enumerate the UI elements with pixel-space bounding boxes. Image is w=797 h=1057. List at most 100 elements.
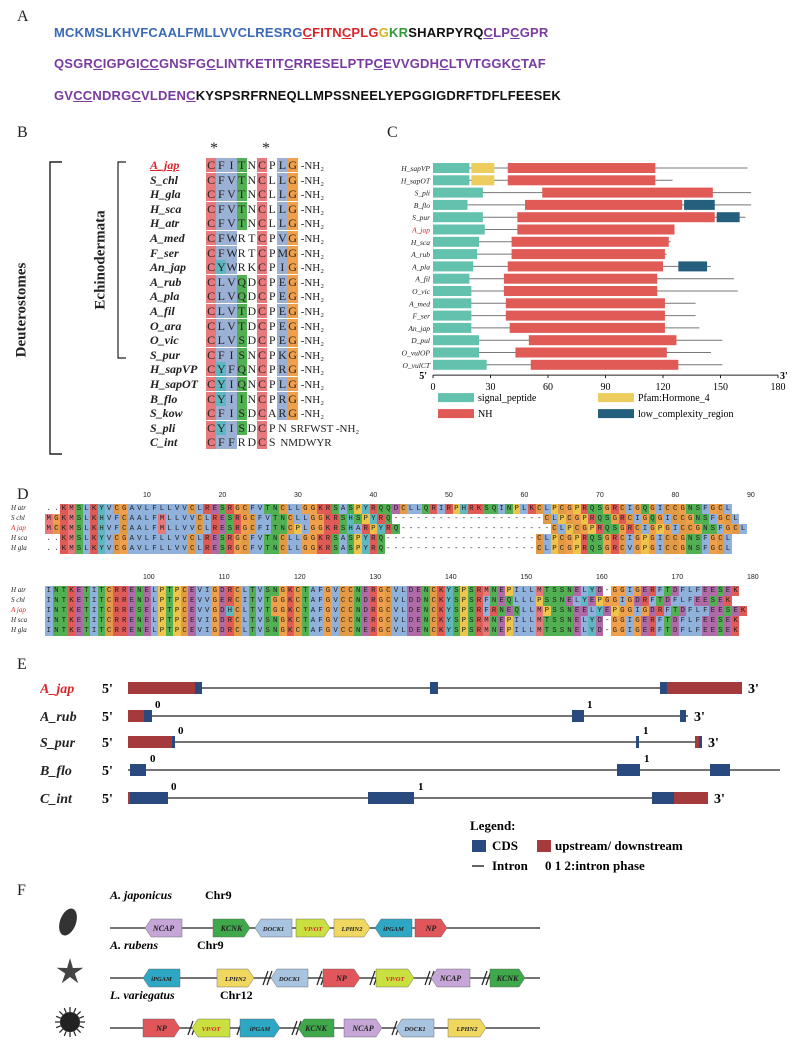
gene-arrow-dock1 xyxy=(270,968,309,988)
msa-tick-label: 60 xyxy=(520,492,529,499)
alignment-row: S_kow C F I S D C A R G -NH₂ xyxy=(150,404,324,421)
sea-cucumber-icon xyxy=(59,908,77,936)
intron-phase-label: 1 xyxy=(644,753,650,765)
gene-label: LPHN2 xyxy=(341,926,364,933)
row-label: A_fil xyxy=(414,275,430,284)
residue: I xyxy=(226,406,237,421)
residue: C xyxy=(206,362,217,377)
residue: C xyxy=(206,435,217,450)
tail-label: -NH₂ xyxy=(300,218,325,231)
domain-bar-signalpeptide xyxy=(433,212,483,223)
residue: T xyxy=(236,172,247,187)
domain-bar-signalpeptide xyxy=(433,249,478,260)
residue: D xyxy=(246,304,257,318)
msa-species-label: A jap xyxy=(11,524,26,532)
residue: F xyxy=(216,201,227,216)
msa-panel: 10 20 30 40 50 60 70 80 90 H atr .. K M S L K Y V C G A V L F L L… xyxy=(11,492,785,652)
alignment-row: A_med C F WR T C P V G -NH₂ xyxy=(150,229,324,245)
residue: L xyxy=(277,172,288,187)
gene-label: VP/OT xyxy=(386,976,406,983)
domain-bar-nh xyxy=(503,273,658,284)
residue: L xyxy=(216,274,227,289)
msa-tick-label: 90 xyxy=(746,492,755,499)
cds-exon xyxy=(660,682,667,694)
gene-label: KCNK xyxy=(304,1024,327,1033)
tail-label: -NH₂ xyxy=(300,364,325,377)
spine xyxy=(58,1028,64,1034)
residue: L xyxy=(277,158,288,172)
residue: C xyxy=(206,216,217,231)
domain-bar-nh xyxy=(505,298,665,309)
intron-phase-label: 1 xyxy=(418,781,424,793)
sequence-segment: RRESELPTP xyxy=(293,56,374,71)
residue: I xyxy=(236,391,247,406)
alignment-row: F_ser C F WR T C P MG -NH₂ xyxy=(150,244,324,260)
gene-label: DOCK1 xyxy=(278,976,300,983)
legend-label: signal_peptide xyxy=(478,393,537,404)
residue: C xyxy=(256,216,268,231)
break-mark xyxy=(481,970,488,986)
species-label: H_atr xyxy=(150,216,180,231)
residue: R xyxy=(277,391,288,406)
species-label: An_jap xyxy=(150,260,187,275)
break-mark xyxy=(266,970,273,986)
residue: G xyxy=(287,304,298,318)
gene-arrow-ipgam xyxy=(142,968,181,988)
domain-bar-nh xyxy=(517,212,715,223)
species-label: H_gla xyxy=(150,187,181,202)
residue: D xyxy=(246,318,257,333)
residue: C xyxy=(256,201,268,216)
utr-region xyxy=(128,682,200,694)
residue: G xyxy=(287,362,298,377)
intron-phase-label: 0 xyxy=(150,753,156,765)
domain-bar-nh xyxy=(528,335,677,346)
residue: I xyxy=(226,420,237,435)
tail-label: -NH₂ xyxy=(300,379,325,391)
alignment-row: A_fil C L V T D C P E G -NH₂ xyxy=(150,302,324,318)
residue: P xyxy=(267,333,278,348)
tail-label: NMDWYR xyxy=(280,437,332,450)
tail-label: -NH₂ xyxy=(300,189,325,202)
domain-bar-signalpeptide xyxy=(433,187,483,198)
sequence-segment: GV xyxy=(54,88,74,103)
residue: G xyxy=(287,333,298,348)
sequence-segment: GPR xyxy=(519,25,549,40)
alignment-row: S_pli C Y I S D C P N SRFWST -NH₂ xyxy=(150,419,359,435)
residue: G xyxy=(287,187,298,202)
intron-phase-label: 1 xyxy=(587,699,593,711)
cds-exon xyxy=(617,764,640,776)
alignment-row: A_pla C L V Q D C P E G -NH₂ xyxy=(150,287,324,304)
gene-label: DOCK1 xyxy=(262,926,284,933)
x-tick-label: 180 xyxy=(771,382,786,393)
residue: E xyxy=(277,333,288,348)
residue: R xyxy=(236,245,247,260)
break-mark xyxy=(369,970,376,986)
legend-swatch xyxy=(598,409,634,419)
residue: G xyxy=(287,260,298,275)
sequence-line-3: GVCCNDRGCVLDENCKYSPSRFRNEQLLMPSSNEELYEPG… xyxy=(54,88,561,103)
cds-exon xyxy=(680,710,686,722)
residue: C xyxy=(256,260,268,275)
sequence-segment: C xyxy=(206,56,216,71)
sequence-segment: C xyxy=(483,25,494,40)
organism-icon xyxy=(56,958,84,984)
x-tick-label: 120 xyxy=(656,382,671,393)
residue: G xyxy=(287,245,298,260)
residue: S xyxy=(236,406,247,421)
cds-exon xyxy=(195,682,202,694)
residue: L xyxy=(277,216,288,231)
domain-bar-nh xyxy=(542,187,713,198)
msa-species-label: H sca xyxy=(11,616,28,624)
residue: L xyxy=(267,201,278,216)
sequence-segment: GNSFG xyxy=(159,56,207,71)
residue: Q xyxy=(236,377,247,391)
residue: P xyxy=(267,260,278,275)
cds-exon xyxy=(172,736,175,748)
residue: P xyxy=(267,158,278,172)
sequence-segment: KR xyxy=(389,25,409,40)
residue: C xyxy=(256,435,268,450)
organism-icon xyxy=(59,908,77,936)
gene-label: NP xyxy=(155,1024,167,1033)
residue: T xyxy=(236,187,247,202)
